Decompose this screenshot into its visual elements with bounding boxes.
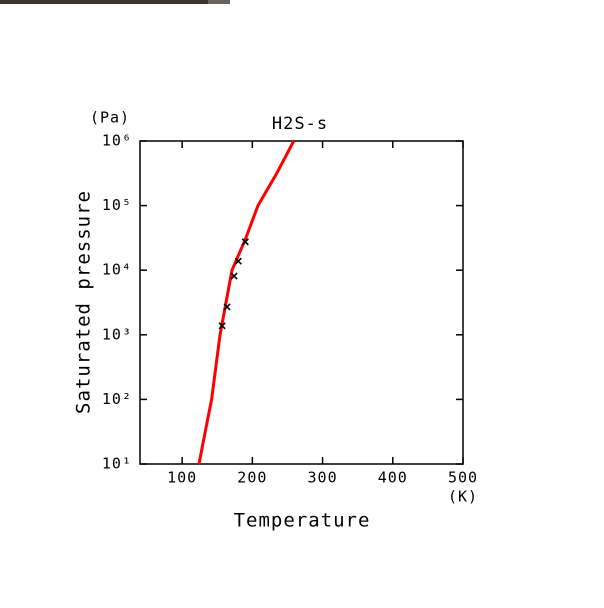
y-tick-label: 10² [102, 390, 132, 408]
data-marker [223, 303, 231, 311]
y-axis-label: Saturated pressure [73, 190, 95, 414]
x-unit: (K) [448, 488, 478, 506]
x-tick-label: 200 [237, 469, 267, 487]
x-tick-label: 300 [308, 469, 338, 487]
data-marker [230, 272, 238, 280]
data-line [197, 140, 296, 465]
y-tick-label: 10³ [102, 325, 132, 343]
x-tick-label: 500 [448, 469, 478, 487]
x-axis-label: Temperature [234, 510, 371, 532]
plot-frame [139, 140, 464, 465]
y-tick-label: 10⁵ [102, 196, 132, 214]
data-marker [241, 238, 249, 246]
x-tick-label: 400 [378, 469, 408, 487]
data-marker [218, 322, 226, 330]
chart-title: H2S-s [272, 114, 328, 134]
window-bar [0, 0, 230, 4]
y-tick-label: 10¹ [102, 455, 132, 473]
y-tick-label: 10⁴ [102, 261, 132, 279]
x-tick-label: 100 [167, 469, 197, 487]
y-tick-label: 10⁶ [102, 132, 132, 150]
data-marker [234, 257, 242, 265]
y-unit: (Pa) [90, 109, 130, 127]
window-bar-button [208, 0, 230, 4]
